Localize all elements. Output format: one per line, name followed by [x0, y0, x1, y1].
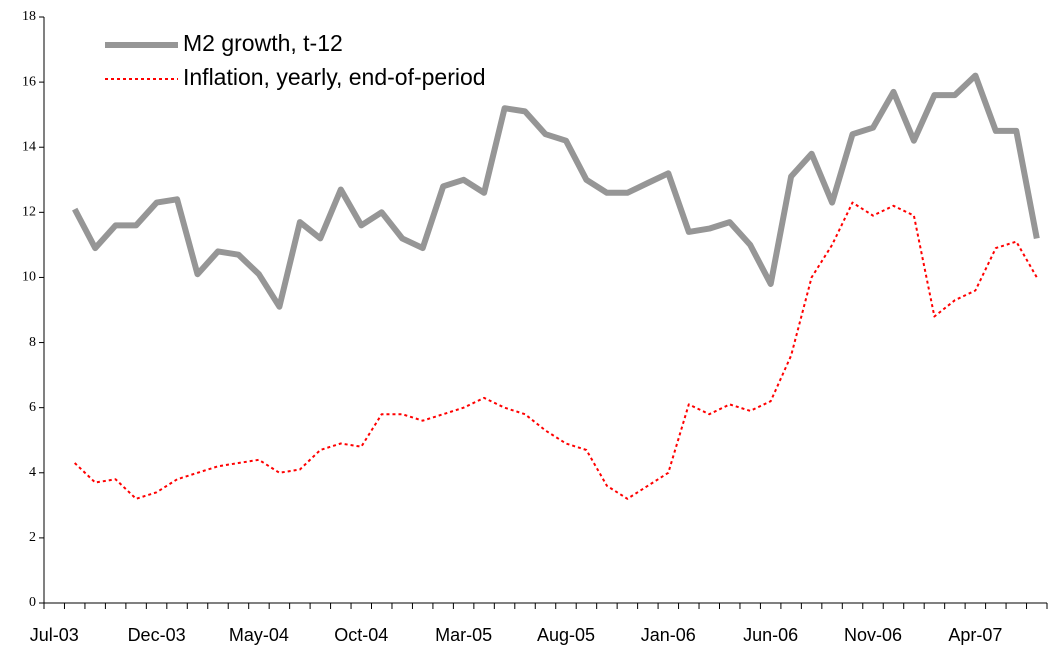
y-tick-label: 16: [22, 74, 36, 89]
y-tick-label: 4: [29, 465, 36, 480]
y-tick-label: 18: [22, 9, 36, 24]
series-line: [72, 72, 1040, 310]
x-tick-label: Dec-03: [128, 625, 186, 645]
x-tick-label: Jan-06: [641, 625, 696, 645]
y-tick-label: 12: [22, 205, 36, 220]
x-tick-label: Jul-03: [30, 625, 79, 645]
x-tick-label: May-04: [229, 625, 289, 645]
y-tick-label: 0: [29, 595, 36, 610]
y-tick-label: 10: [22, 270, 36, 285]
legend-label: M2 growth, t-12: [183, 30, 343, 56]
y-tick-label: 14: [22, 139, 36, 154]
y-tick-label: 2: [29, 530, 36, 545]
x-tick-label: Mar-05: [435, 625, 492, 645]
x-tick-label: Apr-07: [948, 625, 1002, 645]
y-tick-label: 6: [29, 400, 36, 415]
series-line: [74, 201, 1038, 500]
y-tick-label: 8: [29, 335, 36, 350]
x-tick-label: Oct-04: [334, 625, 388, 645]
legend-label: Inflation, yearly, end-of-period: [183, 64, 486, 90]
x-tick-label: Aug-05: [537, 625, 595, 645]
x-tick-label: Nov-06: [844, 625, 902, 645]
x-tick-label: Jun-06: [743, 625, 798, 645]
